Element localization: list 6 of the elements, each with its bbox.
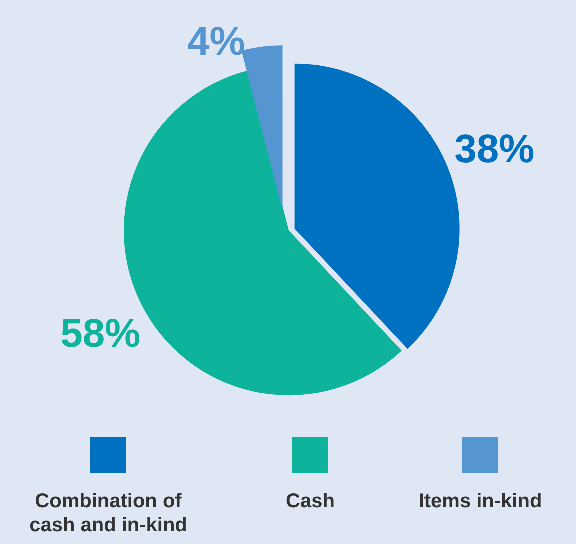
- legend-label: Combination of cash and in-kind: [30, 490, 188, 537]
- data-label: 4%: [188, 20, 246, 64]
- data-label: 38%: [454, 128, 535, 172]
- data-label: 58%: [60, 312, 141, 356]
- legend-label: Cash: [286, 490, 335, 512]
- legend-label: Items in-kind: [418, 490, 542, 512]
